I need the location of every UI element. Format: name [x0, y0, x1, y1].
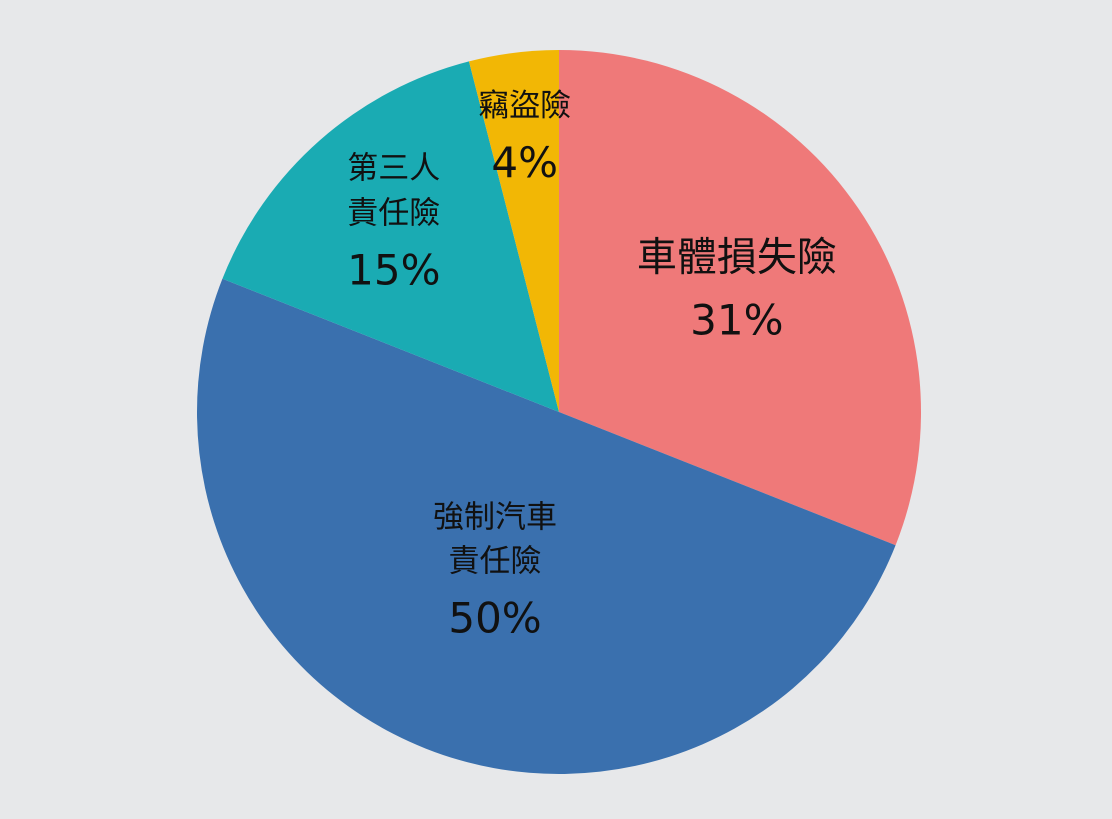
pie-slice	[559, 50, 922, 546]
slice-label: 竊盜險 4%	[478, 84, 571, 196]
slice-label: 強制汽車 責任險 50%	[433, 495, 557, 652]
category-label: 竊盜險	[478, 88, 572, 125]
value-label: 4%	[491, 138, 558, 188]
value-label: 31%	[690, 295, 784, 345]
value-label: 50%	[448, 593, 542, 643]
value-label: 15%	[347, 244, 441, 294]
category-label: 車體損失險	[636, 234, 837, 281]
category-label: 強制汽車 責任險	[433, 499, 558, 580]
pie-slice	[222, 61, 560, 412]
pie-slice	[196, 278, 896, 774]
category-label: 第三人 責任險	[347, 150, 441, 232]
slice-label: 車體損失險 31%	[637, 229, 837, 354]
pie-slice	[468, 50, 559, 412]
slice-label: 第三人 責任險 15%	[347, 146, 440, 303]
